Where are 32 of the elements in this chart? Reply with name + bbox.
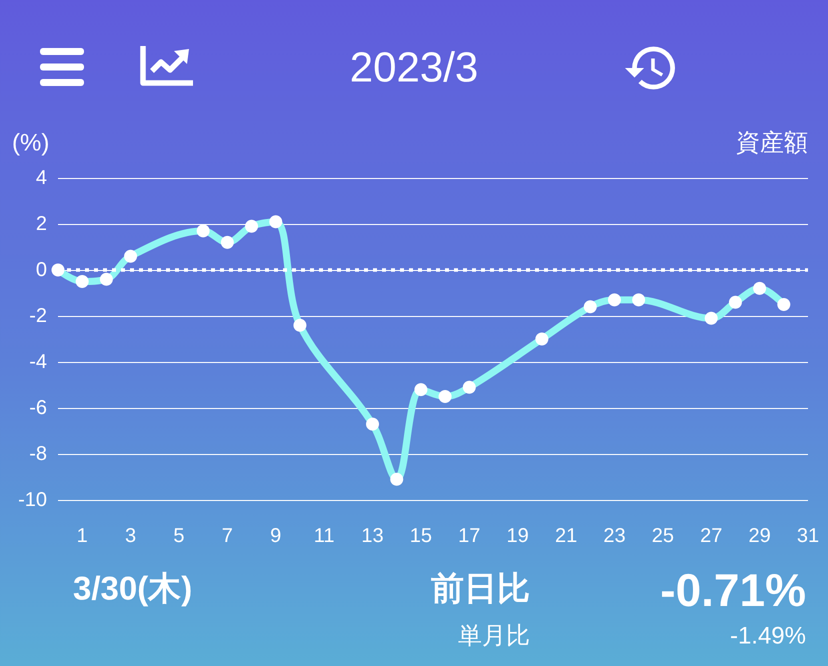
text: 資産額 [736, 130, 808, 156]
x-tick-label: 9 [270, 525, 282, 547]
x-tick-label: 15 [410, 525, 432, 547]
x-tick-label: 29 [748, 525, 771, 547]
x-tick-label: 31 [796, 525, 820, 547]
text: 単月比 [458, 622, 530, 650]
y-tick-label: -2 [29, 305, 47, 327]
x-tick-label: 3 [125, 525, 136, 547]
y-tick-label: 4 [36, 167, 47, 189]
x-tick-label: 7 [222, 525, 233, 547]
chart-title: 2023/3 [350, 44, 478, 90]
y-tick-label: -10 [18, 489, 47, 511]
y-tick-label: -4 [29, 351, 47, 373]
y-tick-label: -6 [29, 397, 47, 419]
x-tick-label: 19 [506, 525, 529, 547]
text: 3/30(木) [73, 570, 192, 606]
x-tick-label: 1 [76, 525, 88, 547]
text: -0.71% [660, 564, 806, 616]
text: -1.49% [730, 622, 806, 650]
x-tick-label: 27 [700, 525, 722, 547]
x-tick-label: 5 [173, 525, 185, 547]
x-tick-label: 17 [458, 525, 480, 547]
text: 前日比 [431, 570, 530, 606]
y-tick-label: 0 [36, 259, 47, 281]
y-tick-label: 2 [36, 213, 47, 235]
y-tick-label: -8 [29, 443, 47, 465]
x-tick-label: 21 [554, 525, 578, 547]
x-tick-label: 11 [314, 525, 335, 547]
y-axis-title: (%) [12, 130, 50, 156]
x-tick-label: 13 [361, 525, 384, 547]
x-tick-label: 25 [652, 525, 674, 547]
x-tick-label: 23 [603, 525, 626, 547]
